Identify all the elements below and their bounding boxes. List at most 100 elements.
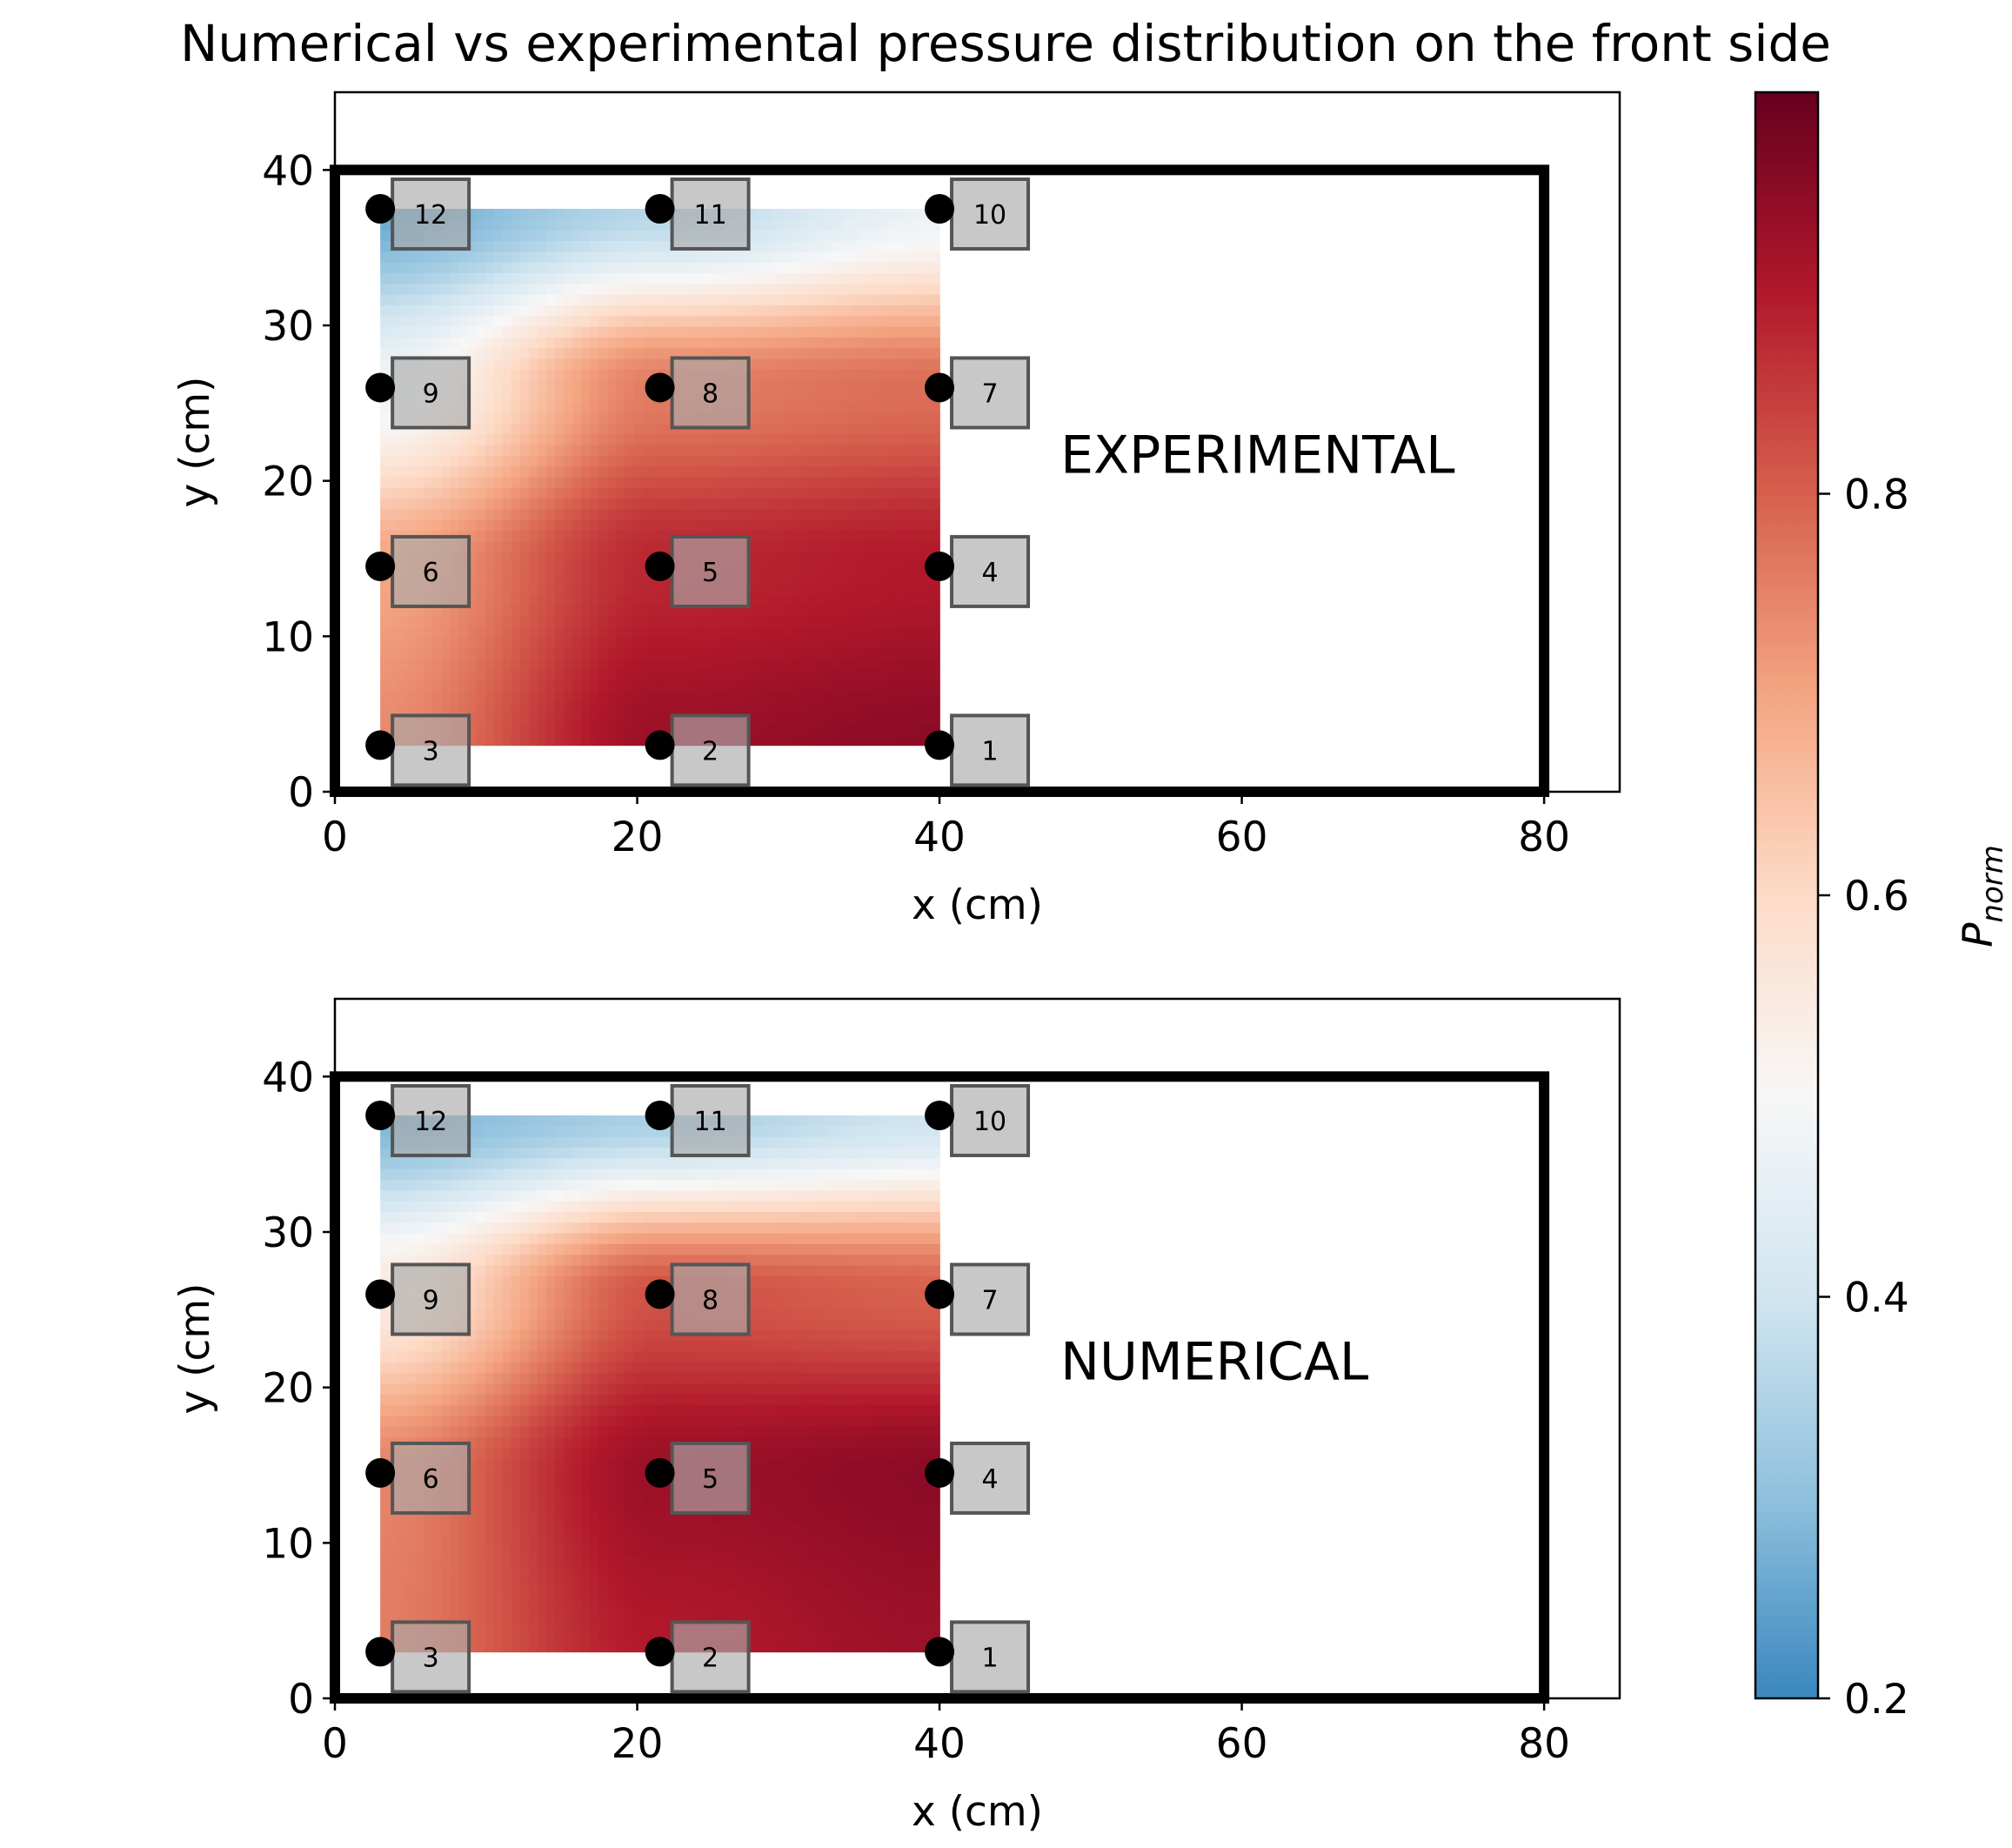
colorbar-tick-label: 0.6 xyxy=(1844,873,1909,921)
sensor-9: 9 xyxy=(365,1262,471,1336)
sensor-1: 1 xyxy=(925,1620,1031,1694)
sensor-dot xyxy=(925,730,955,760)
sensor-label: 11 xyxy=(694,1107,727,1137)
sensor-6: 6 xyxy=(365,534,471,608)
sensor-dot xyxy=(365,194,396,224)
y-tick-label: 40 xyxy=(262,147,314,195)
sensor-label-box xyxy=(391,713,471,787)
sensor-dot xyxy=(365,551,396,581)
sensor-12: 12 xyxy=(365,1084,471,1157)
sensor-10: 10 xyxy=(925,1084,1031,1157)
sensor-label: 9 xyxy=(423,378,439,409)
sensor-dot xyxy=(925,1637,955,1667)
x-tick-label: 60 xyxy=(1216,1720,1268,1768)
sensor-7: 7 xyxy=(925,1262,1031,1336)
sensor-10: 10 xyxy=(925,177,1031,251)
pressure-field xyxy=(380,1115,940,1653)
sensor-3: 3 xyxy=(365,713,471,787)
x-tick-label: 80 xyxy=(1518,814,1570,861)
y-axis-label: y (cm) xyxy=(171,376,219,507)
sensor-9: 9 xyxy=(365,356,471,430)
sensor-label: 10 xyxy=(973,1107,1006,1137)
sensor-label: 7 xyxy=(982,378,999,409)
sensor-2: 2 xyxy=(645,713,751,787)
sensor-3: 3 xyxy=(365,1620,471,1694)
y-axis-label: y (cm) xyxy=(171,1282,219,1414)
sensor-4: 4 xyxy=(925,1441,1031,1515)
sensor-label: 9 xyxy=(423,1285,439,1316)
sensor-dot xyxy=(645,730,675,760)
x-tick-label: 60 xyxy=(1216,814,1268,861)
sensor-label: 1 xyxy=(982,1643,999,1673)
y-tick-label: 30 xyxy=(262,1209,314,1257)
y-tick-label: 10 xyxy=(262,1520,314,1568)
sensor-1: 1 xyxy=(925,713,1031,787)
sensor-dot xyxy=(365,1279,396,1309)
sensor-label-box xyxy=(670,1441,751,1515)
sensor-dot xyxy=(925,551,955,581)
sensor-dot xyxy=(645,1637,675,1667)
sensor-label: 12 xyxy=(414,1107,447,1137)
y-tick-label: 0 xyxy=(288,769,314,817)
y-tick-label: 10 xyxy=(262,613,314,661)
sensor-label: 4 xyxy=(982,1464,999,1495)
x-axis-label: x (cm) xyxy=(912,1788,1043,1836)
sensor-label: 6 xyxy=(423,1464,439,1495)
sensor-dot xyxy=(925,1101,955,1130)
sensor-label-box xyxy=(391,1262,471,1336)
sensor-label: 1 xyxy=(982,736,999,767)
sensor-5: 5 xyxy=(645,534,751,608)
sensor-dot xyxy=(365,730,396,760)
sensor-dot xyxy=(645,194,675,224)
sensor-label-box xyxy=(950,1620,1031,1694)
sensor-label-box xyxy=(391,534,471,608)
colorbar-gradient xyxy=(1754,90,1820,1700)
sensor-label-box xyxy=(391,356,471,430)
sensor-label-box xyxy=(950,1262,1031,1336)
sensor-label: 10 xyxy=(973,200,1006,231)
sensor-label-box xyxy=(950,534,1031,608)
sensor-dot xyxy=(645,551,675,581)
sensor-label-box xyxy=(391,1084,471,1157)
sensor-label-box xyxy=(670,1620,751,1694)
chart-title: Numerical vs experimental pressure distr… xyxy=(180,14,1831,73)
sensor-label: 8 xyxy=(702,1285,719,1316)
sensor-11: 11 xyxy=(645,177,751,251)
colorbar-tick-label: 0.8 xyxy=(1844,472,1909,519)
sensor-8: 8 xyxy=(645,356,751,430)
y-tick-label: 20 xyxy=(262,459,314,506)
sensor-label: 2 xyxy=(702,1643,719,1673)
sensor-dot xyxy=(645,1279,675,1309)
sensor-dot xyxy=(645,1101,675,1130)
x-tick-label: 40 xyxy=(913,1720,966,1768)
panel-label: EXPERIMENTAL xyxy=(1060,425,1455,486)
sensor-label: 6 xyxy=(423,558,439,588)
sensor-dot xyxy=(365,1457,396,1488)
sensor-label: 12 xyxy=(414,200,447,231)
y-tick-label: 40 xyxy=(262,1054,314,1101)
sensor-7: 7 xyxy=(925,356,1031,430)
x-tick-label: 0 xyxy=(322,1720,348,1768)
sensor-dot xyxy=(365,1101,396,1130)
sensor-12: 12 xyxy=(365,177,471,251)
sensor-label-box xyxy=(670,534,751,608)
colorbar-label: Pnorm xyxy=(1955,845,2010,947)
sensor-dot xyxy=(925,194,955,224)
colorbar-tick-label: 0.2 xyxy=(1844,1676,1909,1724)
sensor-label: 7 xyxy=(982,1285,999,1316)
sensor-label-box xyxy=(670,1084,751,1157)
x-axis-label: x (cm) xyxy=(912,881,1043,929)
sensor-8: 8 xyxy=(645,1262,751,1336)
sensor-label: 3 xyxy=(423,736,439,767)
sensor-dot xyxy=(925,1279,955,1309)
sensor-dot xyxy=(365,1637,396,1667)
x-tick-label: 20 xyxy=(612,814,664,861)
panel-label: NUMERICAL xyxy=(1060,1332,1369,1393)
sensor-5: 5 xyxy=(645,1441,751,1515)
